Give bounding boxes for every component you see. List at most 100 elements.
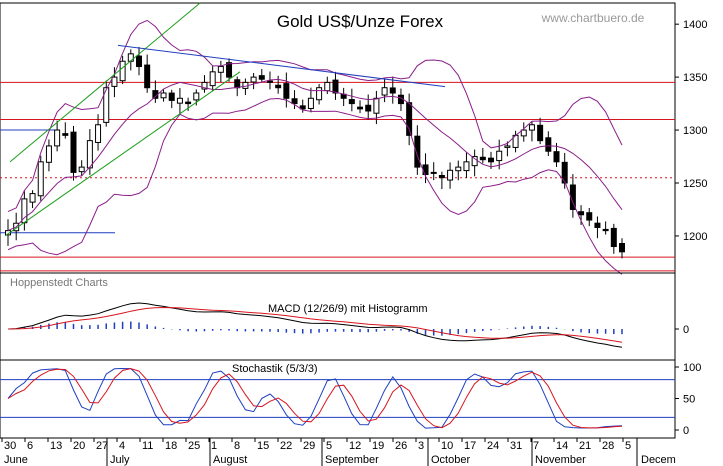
- price-panel: [0, 2, 676, 275]
- candle-body: [479, 156, 486, 161]
- macd-label: MACD (12/26/9) mit Histogramm: [268, 303, 428, 315]
- signal-line: [7, 306, 623, 343]
- price-tick-label: 1250: [683, 178, 707, 190]
- candle-body: [602, 228, 609, 232]
- day-tick-label: 30: [4, 440, 16, 452]
- source-label: Hoppenstedt Charts: [10, 277, 108, 289]
- candle-body: [37, 161, 44, 197]
- candle-body: [258, 75, 265, 80]
- day-tick-label: 17: [464, 440, 476, 452]
- candle-body: [447, 169, 454, 181]
- price-tick-label: 1350: [683, 72, 707, 84]
- candle-body: [217, 66, 224, 73]
- day-tick-label: 21: [579, 440, 591, 452]
- month-label: Decem: [641, 454, 676, 466]
- candle-body: [471, 156, 478, 167]
- stoch-tick-label: 100: [683, 362, 701, 374]
- macd-tick-label: 0: [683, 324, 689, 336]
- candle-body: [250, 76, 257, 83]
- price-tick-label: 1300: [683, 125, 707, 137]
- candle-body: [307, 97, 314, 109]
- candle-body: [545, 137, 552, 152]
- channel-upper-line: [9, 2, 201, 163]
- candle-body: [70, 131, 77, 173]
- candle-body: [86, 140, 93, 169]
- day-tick-label: 10: [441, 440, 453, 452]
- candle-body: [373, 97, 380, 114]
- candle-body: [594, 222, 601, 228]
- bollinger-lower: [7, 97, 623, 275]
- day-tick-label: 24: [487, 440, 499, 452]
- candle-body: [201, 81, 208, 90]
- candle-body: [95, 124, 102, 143]
- candle-body: [45, 145, 52, 163]
- candle-body: [455, 166, 462, 172]
- month-label: September: [325, 454, 379, 466]
- candle-body: [160, 92, 167, 99]
- day-tick-label: 29: [303, 440, 315, 452]
- chart-title: Gold US$/Unze Forex: [277, 12, 444, 31]
- candle-body: [185, 101, 192, 105]
- day-tick-label: 20: [73, 440, 85, 452]
- candle-body: [504, 145, 511, 148]
- month-label: October: [431, 454, 470, 466]
- candle-body: [389, 87, 396, 94]
- candle-body: [176, 97, 183, 104]
- candle-body: [54, 129, 61, 147]
- day-tick-label: 25: [188, 440, 200, 452]
- day-tick-label: 22: [280, 440, 292, 452]
- day-tick-label: 5: [625, 440, 631, 452]
- macd-panel: [0, 272, 676, 361]
- channel-lower-line: [4, 71, 241, 237]
- bollinger-middle: [7, 78, 623, 232]
- candle-body: [193, 92, 200, 101]
- stoch-d-line: [7, 368, 623, 429]
- candle-body: [62, 133, 69, 136]
- stoch-k-line: [7, 367, 623, 429]
- candle-body: [586, 212, 593, 221]
- day-tick-label: 27: [96, 440, 108, 452]
- candle-body: [78, 166, 85, 173]
- day-tick-label: 19: [372, 440, 384, 452]
- candle-body: [332, 79, 339, 94]
- candle-body: [135, 55, 142, 68]
- candle-body: [283, 83, 290, 99]
- candle-body: [111, 76, 118, 87]
- candle-body: [553, 151, 560, 163]
- candle-body: [144, 64, 151, 89]
- candle-body: [168, 92, 175, 101]
- stoch-tick-label: 50: [683, 394, 695, 406]
- candle-body: [209, 71, 216, 87]
- candle-body: [266, 80, 273, 83]
- day-tick-label: 3: [418, 440, 424, 452]
- day-tick-label: 26: [395, 440, 407, 452]
- candle-body: [324, 81, 331, 92]
- candle-body: [561, 161, 568, 184]
- month-label: June: [4, 454, 28, 466]
- stoch-tick-label: 0: [683, 425, 689, 437]
- day-tick-label: 28: [602, 440, 614, 452]
- candle-body: [226, 62, 233, 78]
- candle-body: [234, 79, 241, 89]
- price-tick-label: 1400: [683, 19, 707, 31]
- day-tick-label: 11: [142, 440, 153, 452]
- month-label: November: [535, 454, 586, 466]
- candle-body: [316, 87, 323, 101]
- day-tick-label: 5: [326, 440, 332, 452]
- candle-body: [619, 242, 625, 253]
- day-tick-label: 12: [349, 440, 361, 452]
- candle-body: [381, 87, 388, 96]
- candle-body: [496, 150, 503, 162]
- candle-body: [5, 230, 11, 236]
- candle-body: [119, 60, 126, 82]
- day-tick-label: 18: [165, 440, 177, 452]
- stoch-label: Stochastik (5/3/3): [232, 363, 318, 375]
- candle-body: [127, 53, 134, 62]
- candle-body: [438, 174, 445, 179]
- candle-body: [528, 124, 535, 131]
- day-tick-label: 8: [234, 440, 240, 452]
- day-tick-label: 4: [119, 440, 125, 452]
- candle-body: [357, 106, 364, 110]
- month-label: August: [213, 454, 247, 466]
